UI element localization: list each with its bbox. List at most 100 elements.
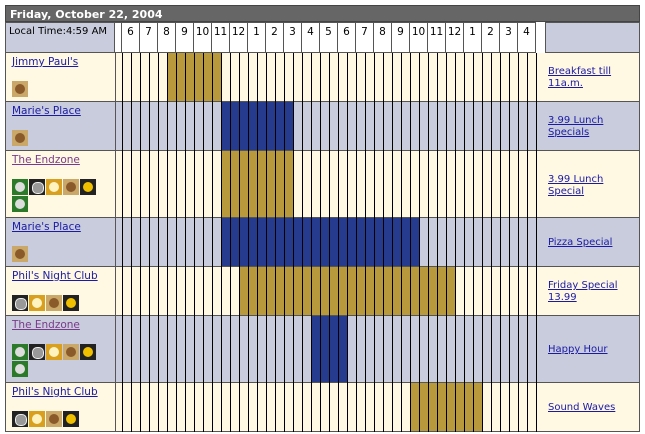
grid-line — [158, 218, 159, 267]
header-spacer — [115, 22, 122, 53]
grid-line — [419, 218, 420, 267]
grid-line — [518, 151, 519, 218]
grid-line — [293, 267, 294, 316]
grid-line — [302, 102, 303, 151]
venue-link[interactable]: Marie's Place — [12, 221, 81, 233]
grid-line — [329, 383, 330, 432]
grid-line — [140, 218, 141, 267]
grid-line — [536, 267, 537, 316]
grid-line — [536, 316, 537, 383]
grid-line — [437, 316, 438, 383]
venue-link[interactable]: The Endzone — [12, 154, 80, 166]
grid-line — [329, 267, 330, 316]
grid-line — [455, 102, 456, 151]
grid-line — [401, 53, 402, 102]
special-link[interactable]: Happy Hour — [548, 344, 608, 355]
icons — [12, 179, 112, 213]
special-link[interactable]: Breakfast till 11a.m. — [548, 66, 612, 89]
grid-line — [122, 218, 123, 267]
grid-line — [239, 316, 240, 383]
grid-line — [419, 316, 420, 383]
grid-line — [347, 102, 348, 151]
special-link[interactable]: 3.99 Lunch Specials — [548, 115, 604, 138]
grid-line — [140, 102, 141, 151]
grid-line — [212, 102, 213, 151]
grid-line — [536, 383, 537, 432]
grid-line — [248, 218, 249, 267]
grid-line — [509, 102, 510, 151]
grid-line — [167, 151, 168, 218]
grid-line — [221, 53, 222, 102]
grid-line — [320, 102, 321, 151]
grid-line — [527, 267, 528, 316]
grid-line — [131, 53, 132, 102]
grid-line — [464, 151, 465, 218]
divider — [115, 316, 116, 383]
venue-link[interactable]: Marie's Place — [12, 105, 81, 117]
special-link[interactable]: Pizza Special — [548, 237, 613, 248]
venue-link[interactable]: Jimmy Paul's — [12, 56, 79, 68]
grid-line — [410, 218, 411, 267]
grid-line — [338, 267, 339, 316]
hour-label: 12 — [230, 22, 248, 53]
grid-line — [194, 267, 195, 316]
grid-line — [338, 383, 339, 432]
grid-line — [140, 53, 141, 102]
grid-line — [356, 102, 357, 151]
hour-label: 1 — [248, 22, 266, 53]
grid-line — [392, 267, 393, 316]
grid-line — [230, 53, 231, 102]
grid-line — [167, 53, 168, 102]
grid-line — [518, 267, 519, 316]
grid-line — [473, 53, 474, 102]
grid-line — [149, 53, 150, 102]
venue-link[interactable]: The Endzone — [12, 319, 80, 331]
grid-line — [473, 267, 474, 316]
grid-line — [473, 383, 474, 432]
grid-line — [167, 383, 168, 432]
grid-line — [446, 267, 447, 316]
grid-line — [527, 316, 528, 383]
grid-line — [464, 53, 465, 102]
grid-line — [437, 102, 438, 151]
grid-line — [320, 151, 321, 218]
grid-line — [302, 218, 303, 267]
grid-line — [347, 53, 348, 102]
grid-line — [518, 316, 519, 383]
grid-line — [392, 383, 393, 432]
grid-line — [302, 53, 303, 102]
grid-line — [140, 316, 141, 383]
grid-line — [518, 383, 519, 432]
grid-line — [176, 218, 177, 267]
grid-line — [221, 267, 222, 316]
grid-line — [419, 383, 420, 432]
grid-line — [473, 102, 474, 151]
hour-label: 9 — [176, 22, 194, 53]
grid-line — [329, 218, 330, 267]
grid-line — [383, 218, 384, 267]
special-link[interactable]: Friday Special 13.99 — [548, 280, 618, 303]
grid-line — [464, 316, 465, 383]
grid-line — [536, 151, 537, 218]
venue-link[interactable]: Phil's Night Club — [12, 270, 98, 282]
grid-line — [482, 151, 483, 218]
grid-line — [419, 53, 420, 102]
special-link[interactable]: Sound Waves — [548, 402, 616, 413]
grid-line — [320, 267, 321, 316]
divider — [115, 383, 116, 432]
grid-line — [257, 102, 258, 151]
venue-link[interactable]: Phil's Night Club — [12, 386, 98, 398]
grid-line — [257, 267, 258, 316]
grid-line — [491, 267, 492, 316]
grid-line — [383, 383, 384, 432]
grid-line — [491, 151, 492, 218]
grid-line — [203, 267, 204, 316]
grid-line — [311, 218, 312, 267]
grid-line — [248, 151, 249, 218]
grid-line — [446, 383, 447, 432]
grid-line — [320, 218, 321, 267]
hour-label: 6 — [338, 22, 356, 53]
grid-line — [365, 316, 366, 383]
special-link[interactable]: 3.99 Lunch Special — [548, 174, 604, 197]
grid-line — [374, 267, 375, 316]
